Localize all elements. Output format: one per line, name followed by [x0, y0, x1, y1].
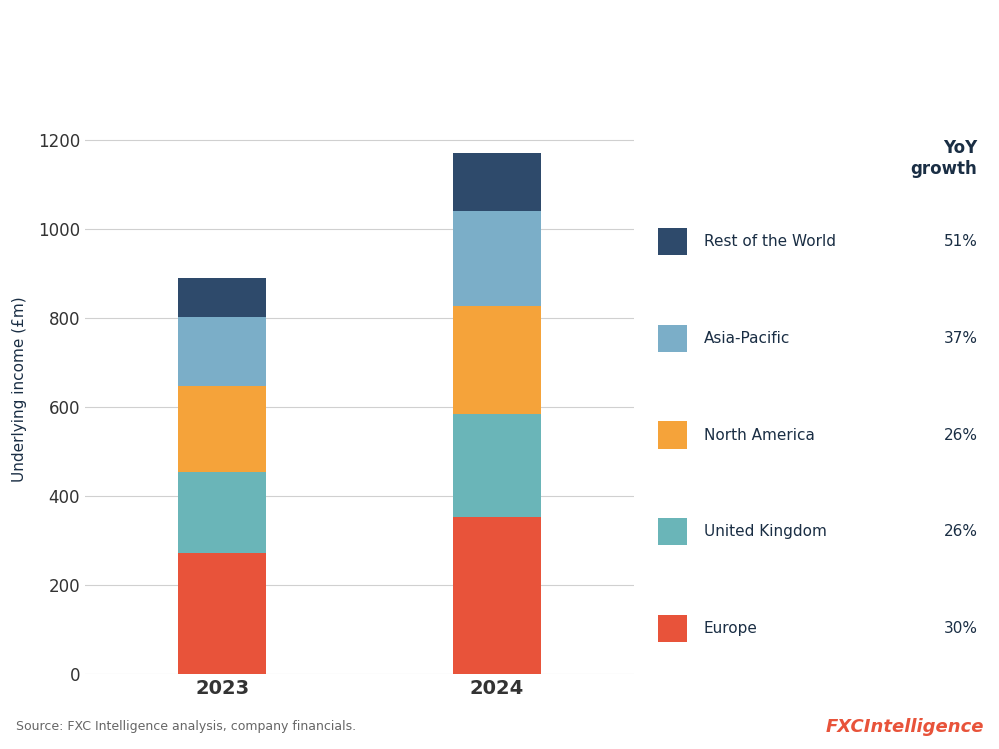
Text: Wise’s geographic growth has been strong across all regions: Wise’s geographic growth has been strong… [16, 25, 974, 53]
FancyBboxPatch shape [657, 422, 687, 449]
Text: Europe: Europe [703, 621, 757, 636]
FancyBboxPatch shape [657, 518, 687, 545]
Text: 51%: 51% [943, 234, 977, 249]
Bar [454, 153, 541, 211]
Text: 37%: 37% [943, 331, 977, 346]
Text: 26%: 26% [943, 428, 977, 443]
Text: North America: North America [703, 428, 814, 443]
FancyBboxPatch shape [657, 228, 687, 255]
Bar [179, 317, 267, 386]
FancyBboxPatch shape [657, 324, 687, 352]
Text: Wise underlying income by region, 2023-2024: Wise underlying income by region, 2023-2… [16, 82, 434, 100]
Text: Source: FXC Intelligence analysis, company financials.: Source: FXC Intelligence analysis, compa… [16, 720, 356, 733]
Bar [179, 553, 267, 674]
Text: 30%: 30% [943, 621, 977, 636]
Y-axis label: Underlying income (£m): Underlying income (£m) [12, 297, 27, 482]
Bar [179, 472, 267, 553]
Bar [179, 279, 267, 317]
Bar [454, 211, 541, 306]
Text: YoY
growth: YoY growth [911, 139, 977, 178]
FancyBboxPatch shape [657, 615, 687, 642]
Text: 26%: 26% [943, 524, 977, 539]
Bar [454, 517, 541, 674]
Bar [454, 306, 541, 414]
Bar [454, 414, 541, 517]
Text: Rest of the World: Rest of the World [703, 234, 836, 249]
Bar [179, 386, 267, 472]
Text: Asia-Pacific: Asia-Pacific [703, 331, 790, 346]
Text: United Kingdom: United Kingdom [703, 524, 826, 539]
Text: FXCIntelligence: FXCIntelligence [825, 718, 984, 736]
